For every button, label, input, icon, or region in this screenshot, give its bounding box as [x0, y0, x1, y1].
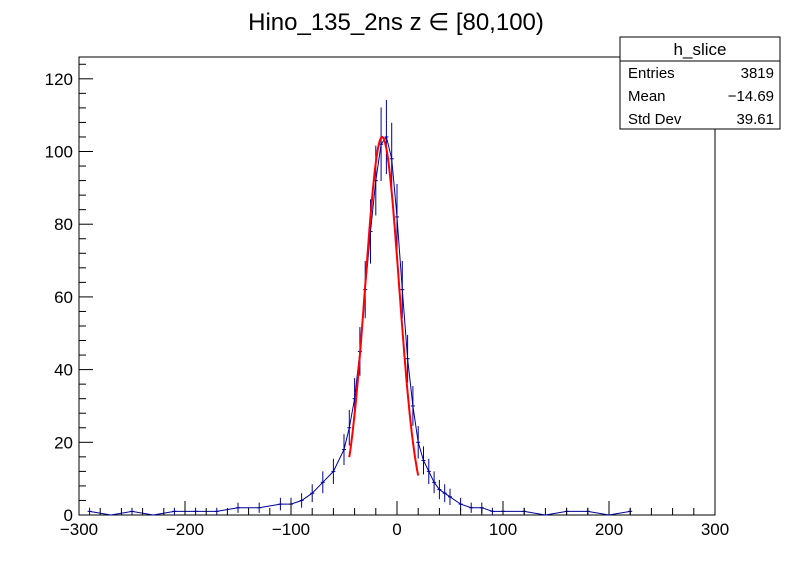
- chart-title: Hino_135_2ns z ∈ [80,100): [248, 9, 544, 36]
- x-tick-label: −300: [60, 520, 98, 539]
- stats-entries-value: 3819: [741, 65, 774, 82]
- y-axis: 0 20 40 60 80 100 120: [45, 63, 93, 525]
- stats-stddev-label: Std Dev: [628, 111, 682, 128]
- gaussian-fit: [348, 135, 420, 476]
- stats-mean-value: −14.69: [728, 88, 774, 105]
- y-tick-label: 80: [54, 215, 73, 234]
- x-axis: −300 −200 −100 0 100 200 300: [60, 501, 729, 539]
- x-tick-label: 0: [392, 520, 401, 539]
- histogram-outline: [89, 135, 631, 516]
- fit-curve: [348, 135, 420, 476]
- y-tick-label: 100: [45, 143, 73, 162]
- y-tick-label: 0: [64, 506, 73, 525]
- x-tick-label: 100: [489, 520, 517, 539]
- x-tick-label: 300: [701, 520, 729, 539]
- y-tick-label: 60: [54, 288, 73, 307]
- x-tick-label: −200: [166, 520, 204, 539]
- y-tick-label: 120: [45, 70, 73, 89]
- stats-entries-label: Entries: [628, 65, 675, 82]
- stats-box-title: h_slice: [674, 40, 727, 59]
- stats-stddev-value: 39.61: [736, 111, 774, 128]
- stats-box-frame: [619, 36, 781, 130]
- stats-box: h_slice Entries 3819 Mean −14.69 Std Dev…: [619, 36, 781, 130]
- stats-mean-label: Mean: [628, 88, 666, 105]
- x-tick-label: −100: [272, 520, 310, 539]
- x-tick-label: 200: [595, 520, 623, 539]
- y-tick-label: 40: [54, 361, 73, 380]
- y-tick-label: 20: [54, 433, 73, 452]
- histogram-series: [87, 99, 633, 516]
